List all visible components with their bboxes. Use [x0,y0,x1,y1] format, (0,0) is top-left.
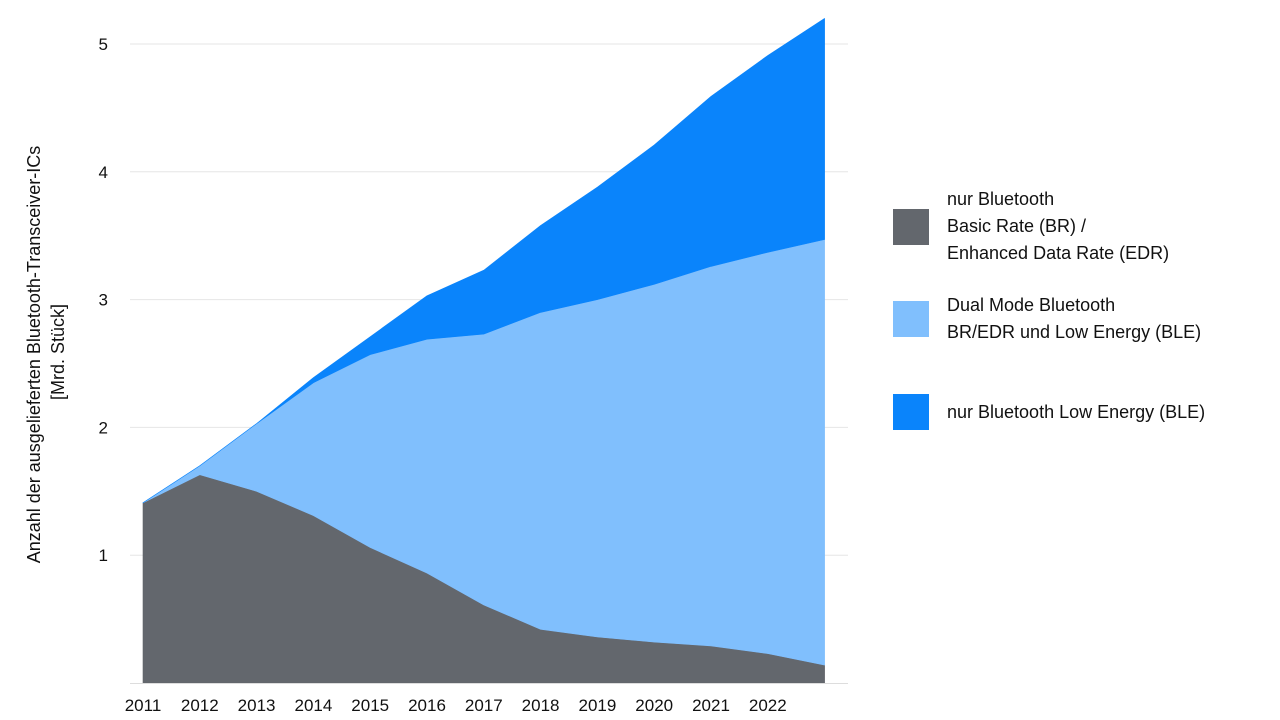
y-tick-label: 3 [99,291,108,310]
x-tick-label: 2019 [578,696,616,715]
x-tick-label: 2011 [125,696,162,715]
legend-label-line: Basic Rate (BR) / [947,216,1087,236]
x-tick-label: 2020 [635,696,673,715]
legend-label-line: Dual Mode Bluetooth [947,295,1116,315]
area-series [142,18,825,684]
x-tick-labels: 2011 2012 2013 2014 2015 2016 2017 2018 2019 2020… [125,696,787,715]
x-tick-label: 2017 [465,696,503,715]
legend-label-ble: nur Bluetooth Low Energy (BLE) [947,399,1205,426]
y-axis-title: Anzahl der ausgelieferten Bluetooth-Tran… [24,141,68,564]
legend-label-line: nur Bluetooth Low Energy (BLE) [947,401,1206,422]
legend-label-dual-mode: Dual Mode Bluetooth BR/EDR und Low Energ… [947,292,1201,346]
legend-swatch-ble [893,394,929,430]
x-tick-label: 2022 [749,696,787,715]
y-tick-label: 5 [99,35,108,54]
x-tick-label: 2016 [408,696,446,715]
x-tick-label: 2018 [522,696,560,715]
x-tick-label: 2012 [181,696,219,715]
x-tick-label: 2014 [294,696,332,715]
legend-label-line: BR/EDR und Low Energy (BLE) [947,322,1202,342]
legend-item-ble: nur Bluetooth Low Energy (BLE) [893,394,1205,430]
legend-item-br-edr: nur Bluetooth Basic Rate (BR) / Enhanced… [893,186,1169,267]
y-tick-label: 4 [99,163,108,182]
legend-label-line: nur Bluetooth [947,189,1055,209]
legend-swatch-dual-mode [893,301,929,337]
x-tick-label: 2013 [238,696,276,715]
y-tick-label: 2 [99,418,108,437]
legend-swatch-br-edr [893,208,929,245]
x-tick-label: 2021 [692,696,730,715]
y-tick-label: 1 [99,546,108,565]
legend-label-line: Enhanced Data Rate (EDR) [947,243,1170,263]
y-tick-labels: 1 2 3 4 5 [99,35,108,565]
y-axis-title-line-1: Anzahl der ausgelieferten Bluetooth-Tran… [24,146,44,564]
legend-label-br-edr: nur Bluetooth Basic Rate (BR) / Enhanced… [947,186,1169,267]
legend-item-dual-mode: Dual Mode Bluetooth BR/EDR und Low Energ… [893,292,1201,346]
x-tick-label: 2015 [351,696,389,715]
y-axis-title-line-2: [Mrd. Stück] [48,304,68,400]
area-series-ble [142,18,825,504]
